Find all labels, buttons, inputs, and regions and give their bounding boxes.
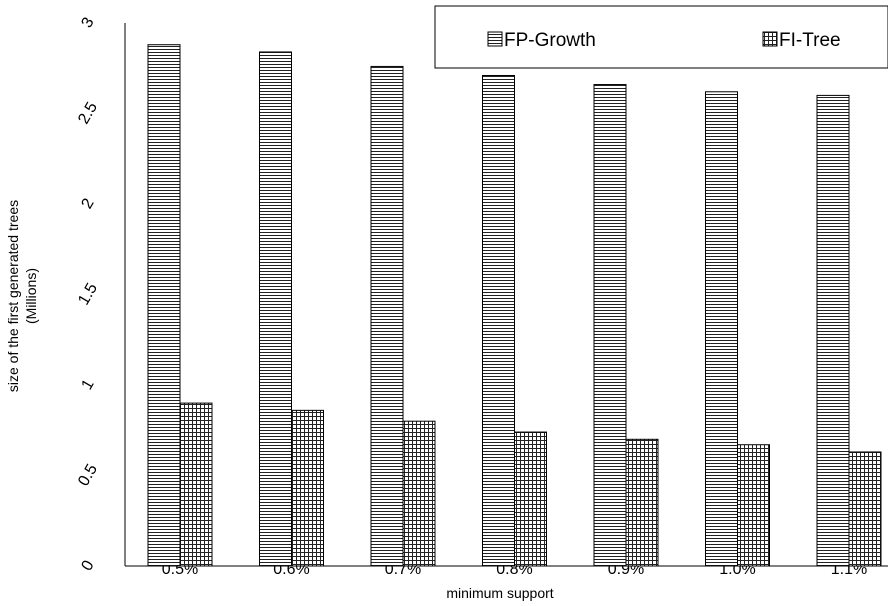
bar-fi-tree xyxy=(514,431,547,567)
bar-fp-growth xyxy=(593,84,627,567)
bars xyxy=(147,44,882,567)
y-tick-label: 3 xyxy=(79,15,98,31)
legend-label-fp-growth: FP-Growth xyxy=(504,30,596,51)
bar-fi-tree xyxy=(625,438,659,567)
y-axis-title-line2: (Millions) xyxy=(23,268,39,324)
x-axis-title: minimum support xyxy=(446,585,553,601)
bar-fi-tree xyxy=(402,420,436,567)
y-tick-label: 2 xyxy=(79,196,98,212)
legend-swatch-fi-tree xyxy=(762,31,778,47)
legend: FP-Growth FI-Tree xyxy=(434,5,888,69)
bar-fp-growth xyxy=(370,65,404,567)
bar-fi-tree xyxy=(848,451,882,567)
y-tick-label: 1.5 xyxy=(75,280,101,308)
y-tick-label: 1 xyxy=(79,377,98,393)
bar-fp-growth xyxy=(816,94,850,567)
bar-fi-tree xyxy=(737,444,770,567)
bar-fp-growth xyxy=(705,91,738,567)
bar-fp-growth xyxy=(147,44,181,567)
y-tick-label: 0 xyxy=(79,558,98,574)
y-axis-ticks: 0 0.5 1 1.5 2 2.5 3 xyxy=(75,15,101,574)
bar-fp-growth xyxy=(259,51,292,567)
bar-fi-tree xyxy=(291,409,324,567)
legend-swatch-fp-growth xyxy=(487,31,503,47)
y-axis-title-line1: size of the first generated trees xyxy=(5,200,21,392)
legend-box xyxy=(434,5,888,69)
y-tick-label: 0.5 xyxy=(75,461,101,489)
legend-label-fi-tree: FI-Tree xyxy=(779,30,841,51)
bar-fi-tree xyxy=(179,402,213,567)
bar-fp-growth xyxy=(482,74,515,567)
y-tick-label: 2.5 xyxy=(75,99,101,127)
